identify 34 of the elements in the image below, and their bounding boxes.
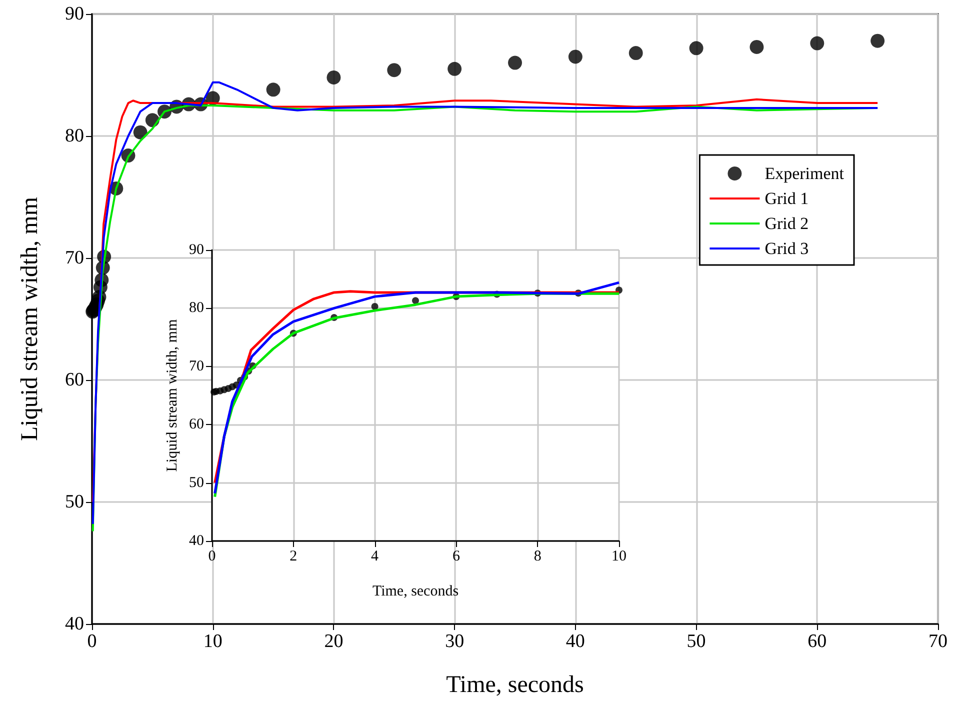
x-tick-label: 0 — [87, 631, 97, 652]
legend-label: Grid 1 — [764, 189, 809, 208]
y-tick-label: 90 — [65, 4, 84, 24]
y-tick-label: 60 — [189, 416, 204, 433]
x-tick-label: 0 — [208, 548, 216, 564]
x-tick-label: 70 — [928, 631, 948, 652]
y-tick-label: 80 — [189, 300, 204, 316]
y-tick-label: 90 — [189, 242, 204, 258]
y-tick-label: 70 — [65, 248, 84, 268]
legend-label: Grid 2 — [764, 214, 809, 233]
y-tick-label: 40 — [189, 533, 204, 549]
x-axis-title: Time, seconds — [372, 584, 459, 600]
x-tick-label: 60 — [808, 631, 827, 652]
y-axis-title: Liquid stream width, mm — [17, 196, 43, 441]
x-tick-label: 2 — [290, 548, 298, 564]
y-tick-label: 60 — [65, 370, 84, 390]
x-tick-label: 6 — [452, 548, 460, 564]
x-axis-title: Time, seconds — [446, 672, 584, 698]
legend-label: Experiment — [764, 164, 844, 183]
x-tick-label: 4 — [371, 548, 380, 564]
y-tick-label: 80 — [65, 126, 84, 146]
x-tick-label: 30 — [445, 631, 464, 652]
x-tick-label: 20 — [324, 631, 344, 652]
y-tick-label: 50 — [189, 474, 204, 491]
legend-label: Grid 3 — [764, 239, 809, 258]
y-tick-label: 50 — [65, 492, 84, 512]
y-axis-title: Liquid stream width, mm — [164, 318, 180, 472]
x-tick-label: 10 — [612, 548, 626, 564]
x-tick-label: 10 — [203, 631, 222, 652]
x-tick-label: 40 — [566, 631, 585, 652]
x-tick-label: 50 — [686, 631, 706, 652]
x-tick-label: 8 — [534, 548, 542, 564]
y-tick-label: 70 — [189, 358, 204, 374]
y-tick-label: 40 — [65, 614, 84, 634]
